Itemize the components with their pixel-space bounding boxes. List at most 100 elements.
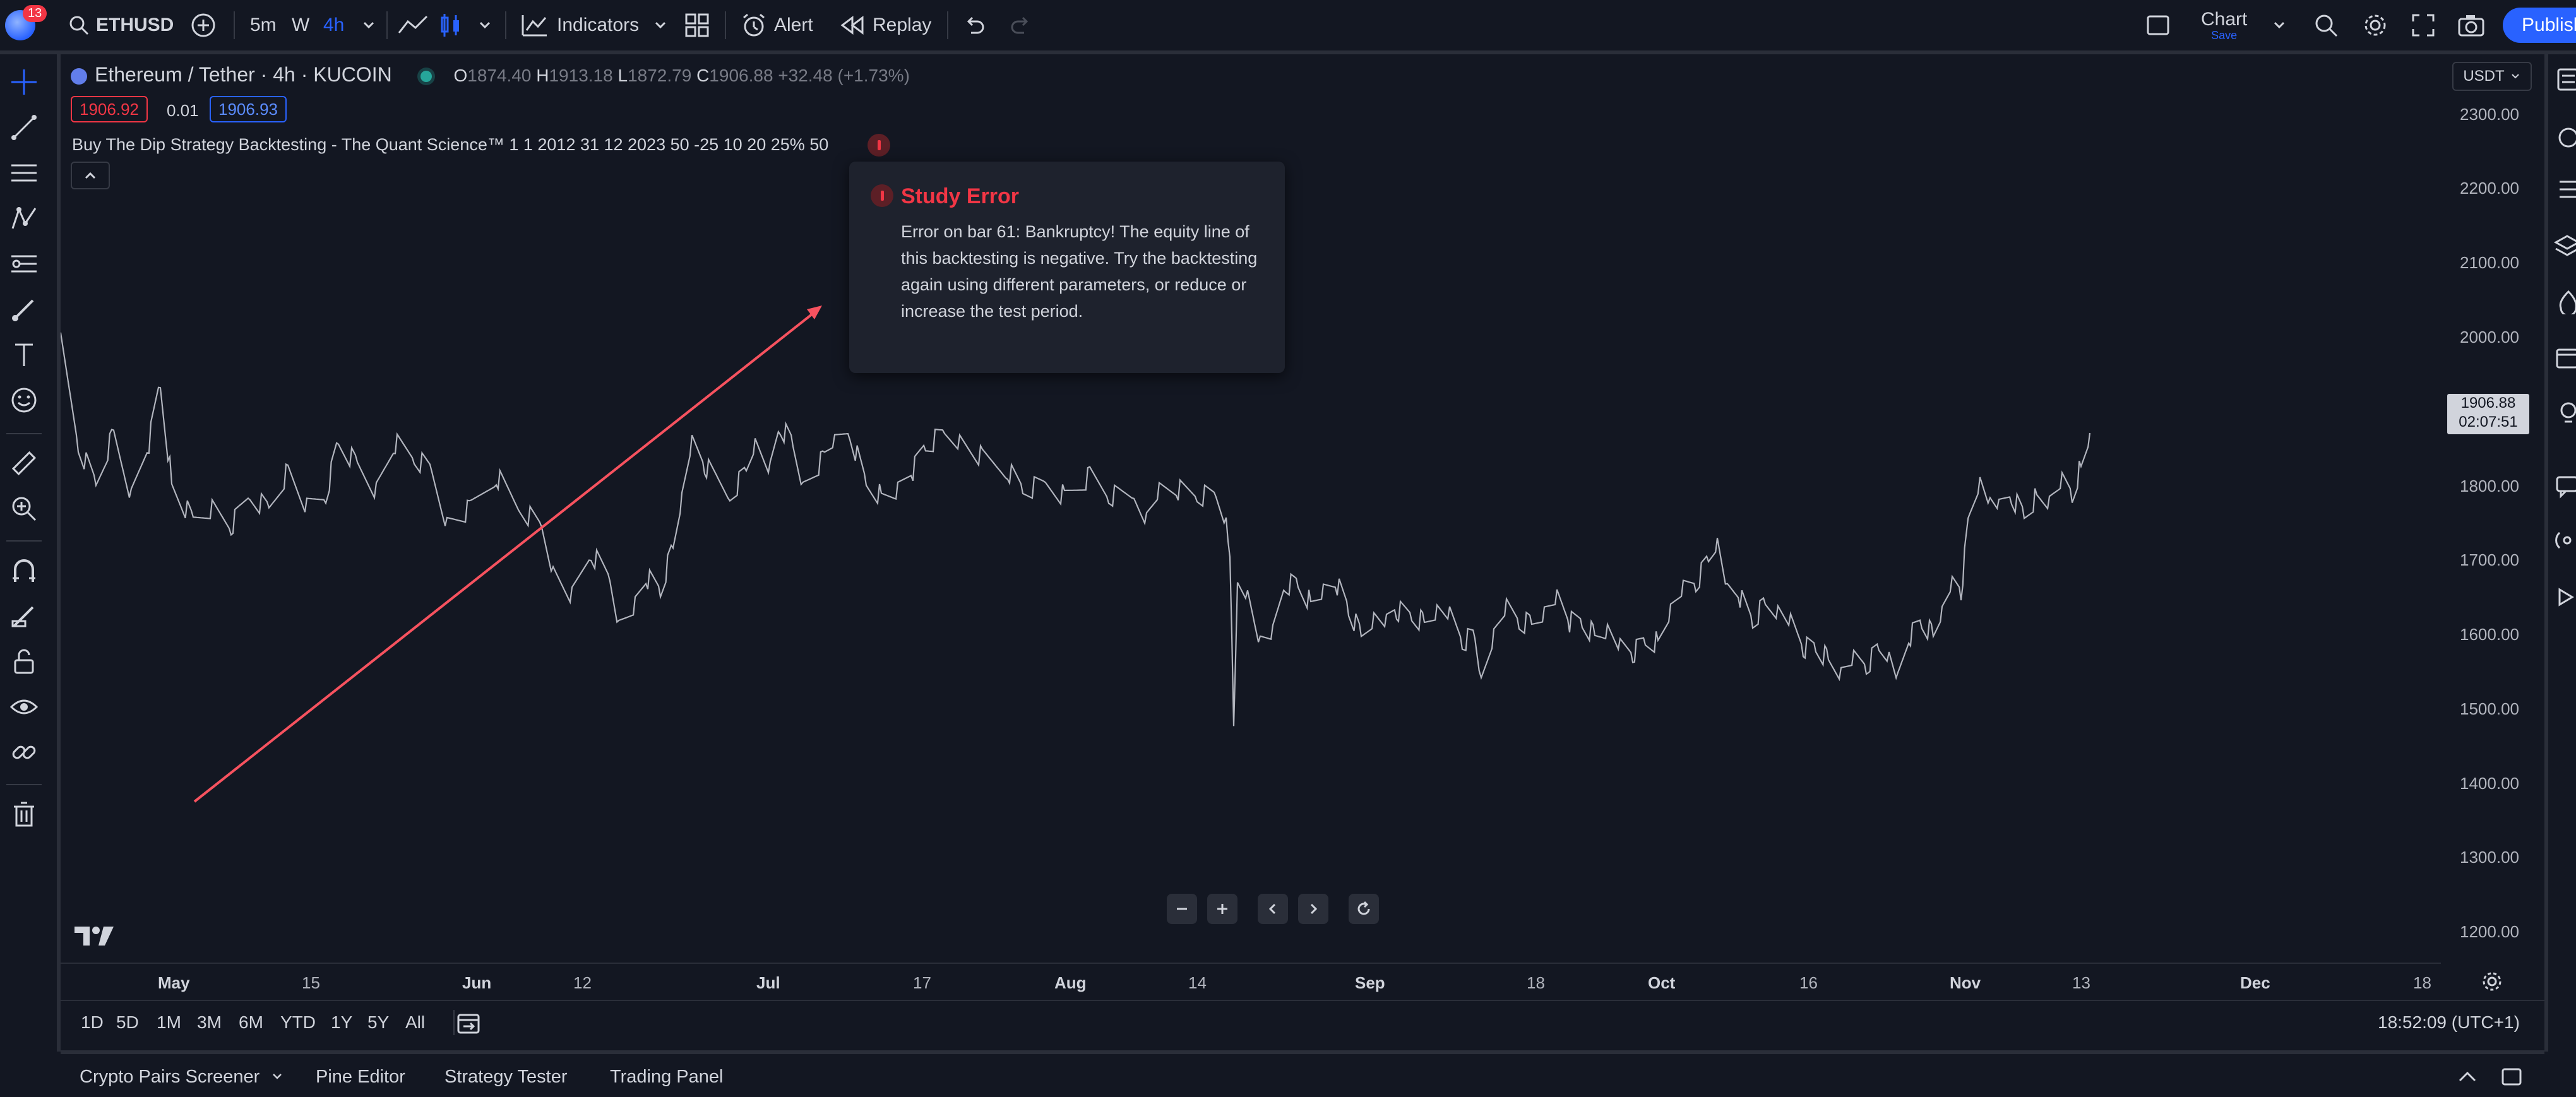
pattern-tool[interactable] [9, 203, 39, 234]
time-tick: 14 [1188, 973, 1207, 992]
symbol-title[interactable]: Ethereum / Tether · 4h · KUCOIN [95, 63, 392, 86]
time-axis-border [61, 963, 2441, 964]
settings-button[interactable] [2363, 0, 2388, 50]
range-5d[interactable]: 5D [116, 1012, 139, 1032]
interval-5m[interactable]: 5m [250, 15, 277, 35]
currency-select[interactable]: USDT [2452, 62, 2532, 91]
fullscreen-button[interactable] [2411, 0, 2436, 50]
brush-tool[interactable] [9, 294, 39, 324]
publish-button[interactable]: Publish [2503, 8, 2576, 43]
measure-tool[interactable] [9, 448, 39, 478]
emoji-tool[interactable] [9, 385, 39, 415]
chevron-down-icon [479, 21, 491, 29]
buy-price-button[interactable]: 1906.93 [210, 96, 287, 122]
reset-chart-button[interactable] [1349, 894, 1379, 924]
snapshot-button[interactable] [2457, 0, 2485, 50]
indicator-legend[interactable]: Buy The Dip Strategy Backtesting - The Q… [72, 135, 829, 154]
tradingview-logo[interactable] [75, 925, 115, 950]
alert-label: Alert [774, 15, 813, 35]
hotlists-button[interactable] [2552, 289, 2576, 317]
axis-settings-button[interactable] [2481, 971, 2503, 995]
chart-style-candles-button[interactable] [438, 0, 463, 50]
ideas-button[interactable] [2552, 400, 2576, 429]
interval-4h[interactable]: 4h [323, 15, 345, 35]
lock-drawings-tool[interactable] [9, 646, 39, 677]
brush-icon [12, 299, 34, 321]
chart-style-dropdown[interactable] [477, 0, 492, 50]
go-to-date-button[interactable] [456, 1010, 481, 1038]
rewind-icon [840, 16, 864, 35]
streams-button[interactable] [2552, 528, 2576, 556]
layers-button[interactable] [2552, 234, 2576, 262]
layout-select-button[interactable] [2145, 0, 2171, 50]
quick-search-button[interactable] [2313, 0, 2339, 50]
indicators-dropdown[interactable] [653, 0, 668, 50]
interval-w[interactable]: W [292, 15, 310, 35]
tab-trading-panel[interactable]: Trading Panel [610, 1067, 724, 1087]
tab-strategy-tester[interactable]: Strategy Tester [444, 1067, 568, 1087]
zoom-out-button[interactable] [1167, 894, 1197, 924]
layout-dropdown[interactable] [2272, 0, 2287, 50]
forecast-tool[interactable] [9, 249, 39, 279]
range-3m[interactable]: 3M [197, 1012, 222, 1032]
range-1m[interactable]: 1M [157, 1012, 181, 1032]
collapse-legend-button[interactable] [71, 162, 110, 189]
maximize-panel-button[interactable] [2500, 1065, 2523, 1091]
pattern-icon [11, 206, 37, 229]
fib-tool[interactable] [9, 158, 39, 188]
text-tool[interactable] [9, 340, 39, 370]
range-all[interactable]: All [405, 1012, 426, 1032]
chart-style-line-button[interactable] [398, 0, 428, 50]
tab-pine-editor[interactable]: Pine Editor [316, 1067, 405, 1087]
redo-button[interactable] [1009, 0, 1034, 50]
hide-drawings-tool[interactable] [9, 692, 39, 722]
undo-button[interactable] [961, 0, 986, 50]
range-ytd[interactable]: YTD [280, 1012, 316, 1032]
magnet-tool[interactable] [9, 555, 39, 586]
high-label: H [536, 66, 549, 85]
price-tick: 1400.00 [2460, 774, 2519, 793]
price-tick: 1800.00 [2460, 477, 2519, 495]
range-1d[interactable]: 1D [81, 1012, 104, 1032]
replay-button[interactable]: Replay [840, 0, 931, 50]
tab-crypto-pairs-screener[interactable]: Crypto Pairs Screener [80, 1067, 283, 1088]
zoom-tool[interactable] [9, 494, 39, 524]
range-1y[interactable]: 1Y [331, 1012, 353, 1032]
alerts-button[interactable] [2552, 124, 2576, 152]
user-avatar[interactable]: 13 [5, 0, 47, 50]
replay-panel-button[interactable] [2552, 584, 2576, 613]
price-chart[interactable] [61, 54, 2441, 995]
compare-symbol-button[interactable] [191, 0, 216, 50]
zoom-in-button[interactable] [1207, 894, 1237, 924]
calendar-button[interactable] [2552, 345, 2576, 373]
chart-pane[interactable] [61, 54, 2441, 995]
stay-in-drawing-mode-tool[interactable] [9, 601, 39, 631]
sync-drawings-tool[interactable] [9, 737, 39, 768]
ethereum-logo-icon [71, 68, 87, 85]
range-5y[interactable]: 5Y [367, 1012, 390, 1032]
alert-button[interactable]: Alert [741, 0, 813, 50]
interval-dropdown[interactable] [361, 0, 376, 50]
smiley-icon [11, 388, 37, 413]
scroll-right-button[interactable] [1298, 894, 1328, 924]
scroll-left-button[interactable] [1258, 894, 1288, 924]
timezone-clock[interactable]: 18:52:09 (UTC+1) [2378, 1012, 2520, 1032]
collapse-panel-button[interactable] [2456, 1065, 2479, 1091]
range-6m[interactable]: 6M [239, 1012, 263, 1032]
indicators-button[interactable]: Indicators [522, 0, 639, 50]
templates-button[interactable] [684, 0, 710, 50]
watchlist-button[interactable] [2552, 67, 2576, 95]
remove-drawings-tool[interactable] [9, 799, 39, 829]
unlock-icon [14, 649, 34, 674]
object-tree-button[interactable] [2552, 178, 2576, 206]
chat-button[interactable] [2552, 473, 2576, 502]
avatar[interactable]: 13 [5, 5, 47, 40]
layout-name[interactable]: Chart Save [2201, 0, 2247, 50]
chevron-down-icon [273, 1074, 282, 1079]
symbol-search[interactable]: ETHUSD [68, 0, 174, 50]
error-status-icon[interactable] [868, 134, 890, 157]
trend-line-drawing[interactable] [193, 308, 820, 803]
trend-line-tool[interactable] [9, 112, 39, 143]
sell-price-button[interactable]: 1906.92 [71, 96, 148, 122]
crosshair-tool[interactable] [9, 67, 39, 97]
